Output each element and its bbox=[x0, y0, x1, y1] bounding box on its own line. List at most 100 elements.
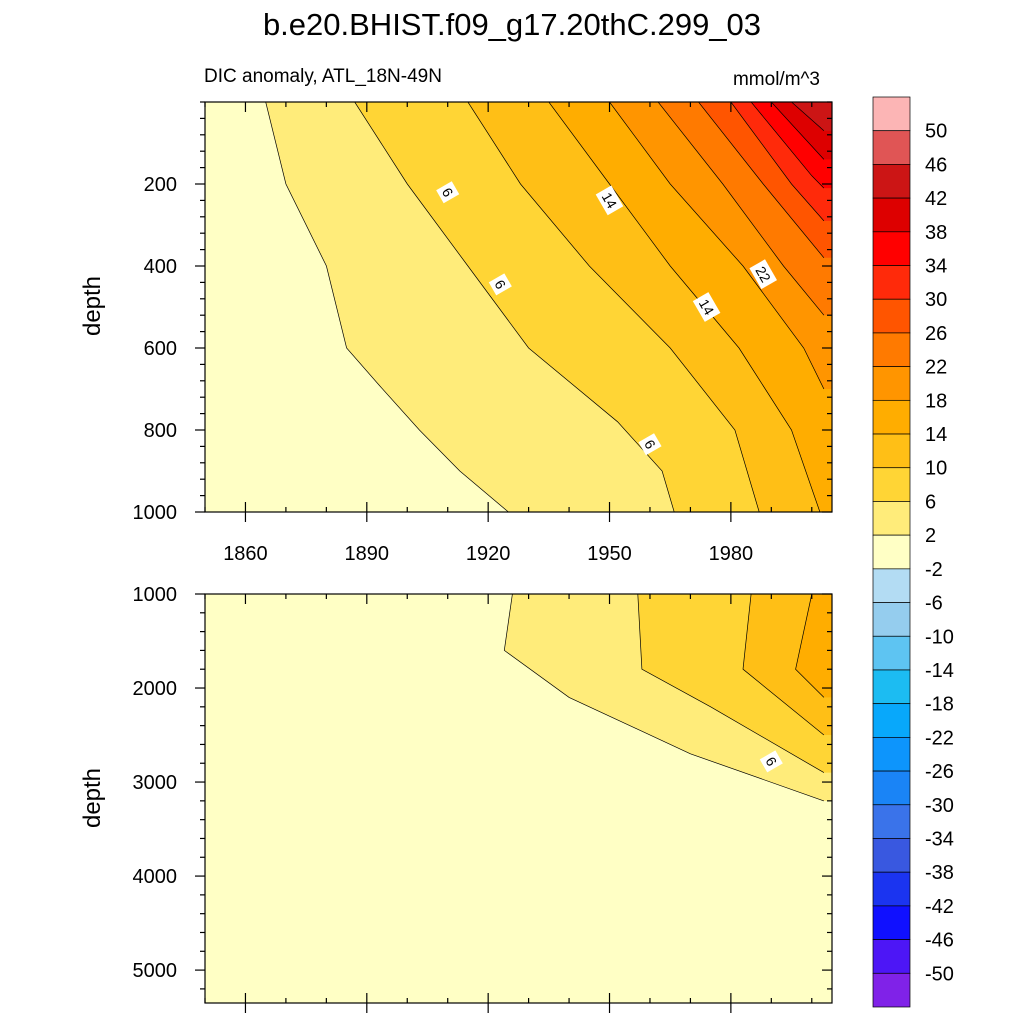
colorbar-swatch-23 bbox=[872, 871, 911, 907]
upper-contour-line-26 bbox=[698, 102, 825, 259]
colorbar-label--50: -50 bbox=[925, 963, 954, 985]
upper-contour-line-2 bbox=[265, 102, 509, 512]
upper-contour-line-38 bbox=[771, 102, 825, 160]
colorbar-label--46: -46 bbox=[925, 930, 954, 952]
colorbar-swatch-16 bbox=[872, 635, 911, 671]
colorbar-swatch-14 bbox=[872, 568, 911, 603]
x-tick-label-1890: 1890 bbox=[345, 543, 390, 565]
colorbar-swatch-11 bbox=[872, 467, 911, 502]
upper-contour-label-5: 6 bbox=[638, 433, 662, 456]
colorbar-swatch-8 bbox=[872, 366, 911, 401]
colorbar-swatch-1 bbox=[872, 130, 911, 165]
lower-y-tick-label-3000: 3000 bbox=[133, 772, 178, 794]
colorbar-swatch-3 bbox=[872, 197, 911, 233]
colorbar-swatch-5 bbox=[872, 265, 911, 300]
colorbar-label-22: 22 bbox=[925, 357, 947, 379]
lower-contour-label-0: 6 bbox=[759, 750, 783, 773]
colorbar-label--22: -22 bbox=[925, 727, 954, 749]
chart-units-label: mmol/m^3 bbox=[733, 69, 820, 90]
x-tick-label-1860: 1860 bbox=[223, 543, 268, 565]
lower-contour-line-10 bbox=[742, 594, 825, 736]
chart-subtitle-left: DIC anomaly, ATL_18N-49N bbox=[204, 66, 442, 87]
colorbar-label--30: -30 bbox=[925, 795, 954, 817]
upper-frame bbox=[204, 101, 833, 513]
upper-contour-line-34 bbox=[750, 102, 825, 189]
colorbar-label-42: 42 bbox=[925, 188, 947, 210]
x-tick-label-1950: 1950 bbox=[587, 543, 632, 565]
colorbar-swatch-6 bbox=[872, 298, 911, 334]
lower-contour-line-14 bbox=[795, 594, 825, 698]
x-tick-label-1920: 1920 bbox=[466, 543, 511, 565]
upper-y-tick-label-400: 400 bbox=[144, 256, 177, 278]
upper-contour-line-42 bbox=[791, 102, 825, 131]
lower-fill-level-14 bbox=[795, 594, 832, 698]
colorbar-label--10: -10 bbox=[925, 626, 954, 648]
lower-frame bbox=[204, 593, 833, 1004]
colorbar-swatch-12 bbox=[872, 501, 911, 536]
colorbar-label-6: 6 bbox=[925, 491, 936, 513]
colorbar-label--6: -6 bbox=[925, 593, 943, 615]
colorbar-swatch-15 bbox=[872, 602, 911, 637]
colorbar-label-50: 50 bbox=[925, 121, 947, 143]
colorbar-label-14: 14 bbox=[925, 424, 947, 446]
colorbar-label--42: -42 bbox=[925, 896, 954, 918]
colorbar-swatch-10 bbox=[872, 433, 911, 469]
colorbar-swatch-4 bbox=[872, 231, 911, 266]
colorbar-swatch-9 bbox=[872, 399, 911, 435]
upper-y-tick-label-1000: 1000 bbox=[133, 502, 178, 524]
upper-contour-label-1: 14 bbox=[595, 185, 624, 216]
colorbar-swatch-20 bbox=[872, 770, 911, 806]
colorbar-swatch-22 bbox=[872, 838, 911, 873]
upper-y-tick-label-800: 800 bbox=[144, 420, 177, 442]
upper-contour-label-0: 6 bbox=[436, 181, 460, 204]
x-tick-label-1980: 1980 bbox=[709, 543, 754, 565]
upper-y-axis-label: depth bbox=[79, 276, 106, 336]
colorbar-swatch-17 bbox=[872, 669, 911, 705]
colorbar-label--2: -2 bbox=[925, 559, 943, 581]
colorbar-swatch-7 bbox=[872, 332, 911, 367]
lower-y-tick-label-1000: 1000 bbox=[133, 584, 178, 606]
colorbar-swatch-26 bbox=[872, 972, 911, 1008]
chart-title: b.e20.BHIST.f09_g17.20thC.299_03 bbox=[263, 7, 761, 42]
lower-y-tick-label-5000: 5000 bbox=[133, 960, 178, 982]
colorbar-label--34: -34 bbox=[925, 828, 954, 850]
upper-y-tick-label-600: 600 bbox=[144, 338, 177, 360]
svg-text:14: 14 bbox=[696, 296, 718, 318]
lower-y-axis-label: depth bbox=[79, 768, 106, 828]
lower-contour-line-6 bbox=[637, 594, 825, 773]
colorbar-label-46: 46 bbox=[925, 154, 947, 176]
colorbar-swatch-19 bbox=[872, 737, 911, 772]
colorbar-swatch-18 bbox=[872, 703, 911, 738]
upper-contour-line-10 bbox=[467, 102, 760, 512]
colorbar-swatch-21 bbox=[872, 804, 911, 839]
upper-contour-line-30 bbox=[730, 102, 825, 222]
colorbar-label-2: 2 bbox=[925, 525, 936, 547]
colorbar-label-34: 34 bbox=[925, 256, 947, 278]
colorbar-swatch-24 bbox=[872, 905, 911, 940]
colorbar-label--18: -18 bbox=[925, 694, 954, 716]
colorbar-swatch-2 bbox=[872, 164, 911, 199]
lower-contour-line-2 bbox=[503, 594, 825, 802]
colorbar-label-10: 10 bbox=[925, 458, 947, 480]
svg-text:22: 22 bbox=[752, 263, 774, 285]
colorbar-swatch-0 bbox=[872, 96, 911, 132]
lower-y-tick-label-4000: 4000 bbox=[133, 866, 178, 888]
colorbar-label-38: 38 bbox=[925, 222, 947, 244]
colorbar-swatch-25 bbox=[872, 939, 911, 974]
upper-contour-line-22 bbox=[657, 102, 825, 316]
colorbar-label--38: -38 bbox=[925, 862, 954, 884]
colorbar: 50 46 42 38 34 30 26 22 18 14 10 6 2 -2 -6 -10 -14 -18 -22… bbox=[872, 96, 954, 1008]
lower-y-tick-label-2000: 2000 bbox=[133, 678, 178, 700]
upper-contour-label-3: 22 bbox=[749, 259, 777, 290]
upper-panel: 6 14 6 22 14 6 1860 1890 1920 1950 1980 200 400 600 80… bbox=[133, 101, 833, 565]
colorbar-label-18: 18 bbox=[925, 390, 947, 412]
lower-panel: 6 1000 2000 3000 4000 5000 bbox=[133, 584, 833, 1013]
upper-fill-level-42 bbox=[791, 102, 832, 131]
upper-y-tick-label-200: 200 bbox=[144, 174, 177, 196]
colorbar-label--14: -14 bbox=[925, 660, 954, 682]
upper-contour-line-6 bbox=[354, 102, 675, 512]
upper-contour-label-4: 14 bbox=[692, 292, 721, 322]
colorbar-label--26: -26 bbox=[925, 761, 954, 783]
svg-text:14: 14 bbox=[599, 190, 621, 212]
